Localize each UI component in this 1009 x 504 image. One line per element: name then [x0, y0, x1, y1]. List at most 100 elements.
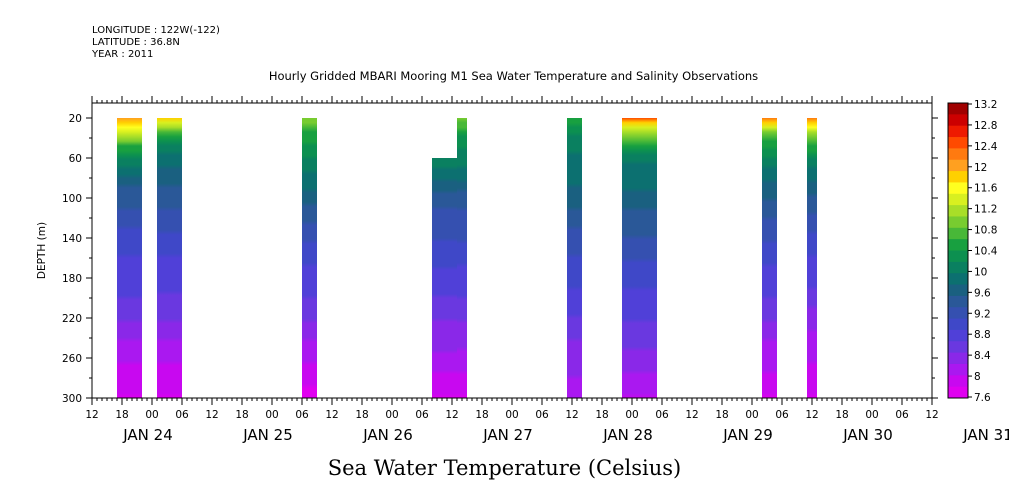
data-segment — [457, 118, 467, 398]
x-tick-label: 00 — [265, 409, 278, 421]
year-label: YEAR : 2011 — [92, 49, 154, 60]
x-tick-label: 18 — [115, 409, 128, 421]
y-tick-label: 260 — [62, 353, 82, 365]
colorbar-tick-label: 13.2 — [974, 99, 997, 111]
x-tick-label: 06 — [895, 409, 909, 421]
y-tick-label: 140 — [62, 233, 82, 245]
x-tick-label: 18 — [355, 409, 368, 421]
latitude-label: LATITUDE : 36.8N — [92, 37, 180, 48]
colorbar-swatch — [948, 284, 968, 297]
colorbar-tick-label: 8 — [974, 371, 981, 383]
x-tick-label: 00 — [745, 409, 758, 421]
x-tick-label: 18 — [715, 409, 728, 421]
y-tick-label: 60 — [69, 153, 82, 165]
colorbar-tick-label: 8.4 — [974, 350, 991, 362]
plot-frame — [91, 96, 933, 405]
x-tick-label: 00 — [865, 409, 878, 421]
x-tick-label: 06 — [175, 409, 189, 421]
colorbar-swatch — [948, 386, 968, 399]
colorbar-swatch — [948, 239, 968, 251]
colorbar-swatch — [948, 363, 968, 376]
colorbar-swatch — [948, 159, 968, 172]
x-tick-label: 18 — [235, 409, 248, 421]
colorbar-swatch — [948, 103, 968, 115]
colorbar-swatch — [948, 216, 968, 229]
y-tick-label: 100 — [62, 193, 82, 205]
colorbar-swatch — [948, 182, 968, 195]
colorbar-tick-label: 12 — [974, 162, 987, 174]
x-day-label: JAN 30 — [842, 426, 893, 444]
y-axis-label: DEPTH (m) — [36, 222, 48, 279]
colorbar-swatch — [948, 341, 968, 354]
data-segment — [807, 118, 817, 398]
x-tick-label: 12 — [565, 409, 578, 421]
x-axis: 12 18 00 06 12 18 00 06 12 18 00 06 12 18 00 06 12 18 00 06… — [85, 409, 1009, 444]
colorbar-swatch — [948, 375, 968, 388]
x-tick-label: 12 — [205, 409, 218, 421]
x-day-label: JAN 29 — [722, 426, 773, 444]
colorbar-swatch — [948, 114, 968, 127]
colorbar-tick-label: 11.2 — [974, 204, 997, 216]
colorbar-tick-label: 10 — [974, 266, 987, 278]
colorbar-swatch — [948, 273, 968, 286]
x-tick-label: 00 — [385, 409, 398, 421]
colorbar-tick-label: 11.6 — [974, 183, 998, 195]
colorbar-swatch — [948, 171, 968, 183]
x-tick-label: 18 — [475, 409, 488, 421]
plot-border — [91, 102, 933, 399]
colorbar-swatch — [948, 227, 968, 240]
variable-title: Sea Water Temperature (Celsius) — [327, 456, 682, 480]
chart-title: Hourly Gridded MBARI Mooring M1 Sea Wate… — [268, 69, 759, 83]
colorbar-tick-label: 12.8 — [974, 120, 997, 132]
colorbar-tick-label: 7.6 — [974, 392, 991, 404]
x-day-label: JAN 26 — [362, 426, 413, 444]
colorbar-swatch — [948, 193, 968, 206]
y-axis: 20 60 100 140 180 220 260 300 DEPTH (m) — [36, 113, 938, 405]
colorbar-tick-label: 10.4 — [974, 246, 998, 258]
colorbar-tick-label: 12.4 — [974, 141, 998, 153]
colorbar-tick-label: 8.8 — [974, 329, 991, 341]
x-tick-label: 12 — [925, 409, 938, 421]
x-day-label: JAN 25 — [242, 426, 293, 444]
y-tick-label: 20 — [69, 113, 82, 125]
data-segment — [302, 118, 317, 398]
colorbar-tick-label: 10.8 — [974, 225, 997, 237]
x-tick-label: 00 — [145, 409, 158, 421]
x-tick-label: 06 — [415, 409, 429, 421]
data-segment — [117, 118, 142, 398]
x-tick-label: 00 — [625, 409, 638, 421]
y-tick-label: 220 — [62, 313, 82, 325]
x-tick-label: 18 — [835, 409, 848, 421]
data-segment — [432, 158, 457, 398]
colorbar-swatch — [948, 295, 968, 308]
x-tick-label: 12 — [805, 409, 818, 421]
colorbar-swatch — [948, 329, 968, 342]
x-tick-label: 06 — [655, 409, 669, 421]
y-tick-label: 300 — [62, 393, 82, 405]
longitude-label: LONGITUDE : 122W(-122) — [92, 25, 220, 36]
colorbar-tick-label: 9.6 — [974, 287, 991, 299]
data-segment — [567, 118, 582, 398]
y-tick-label: 180 — [62, 273, 82, 285]
colorbar-swatch — [948, 125, 968, 138]
x-tick-label: 00 — [505, 409, 518, 421]
data-segment — [157, 118, 182, 398]
colorbar-swatch — [948, 250, 968, 263]
colorbar-swatch — [948, 148, 968, 161]
x-tick-label: 06 — [775, 409, 789, 421]
x-tick-label: 12 — [85, 409, 98, 421]
colorbar-swatch — [948, 318, 968, 331]
data-segment — [622, 118, 657, 398]
x-day-label: JAN 24 — [122, 426, 173, 444]
colorbar-swatch — [948, 352, 968, 365]
x-tick-label: 12 — [685, 409, 698, 421]
colorbar-swatch — [948, 137, 968, 149]
x-tick-label: 06 — [535, 409, 549, 421]
x-day-label: JAN 28 — [602, 426, 653, 444]
x-tick-label: 12 — [325, 409, 338, 421]
x-day-label: JAN 27 — [482, 426, 533, 444]
colorbar-tick-label: 9.2 — [974, 308, 991, 320]
data-segments — [117, 118, 817, 398]
colorbar-swatch — [948, 307, 968, 320]
